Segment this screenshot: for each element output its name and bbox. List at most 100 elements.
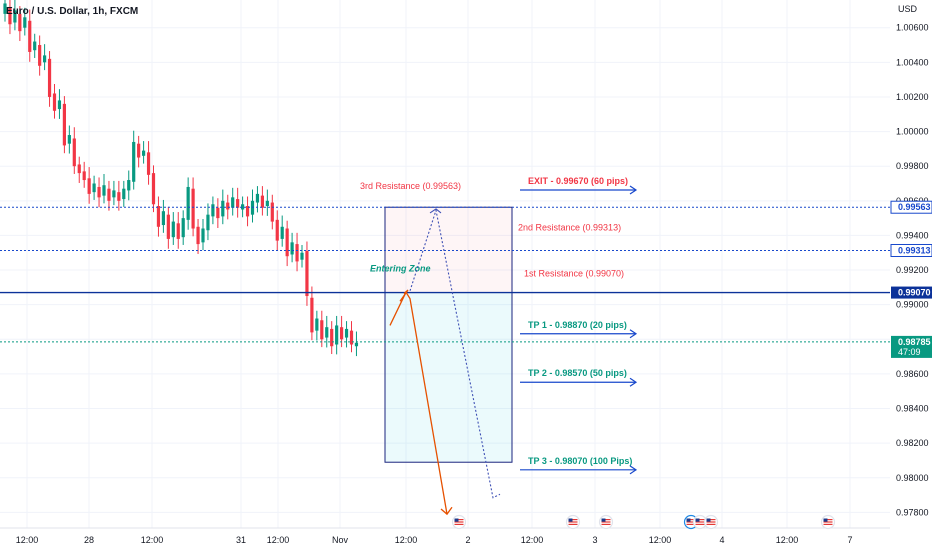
candle-body (47, 58, 52, 97)
candle-body (127, 180, 131, 191)
candle-body (97, 186, 101, 198)
target-arrow-head (629, 377, 638, 387)
candle-body (3, 3, 7, 14)
flag-stripe (568, 523, 578, 525)
flag-stripe (686, 519, 696, 521)
price-tick-label: 0.99800 (896, 161, 929, 171)
candle-body (315, 318, 319, 331)
time-axis[interactable]: 12:00 28 12:00 31 12:00 Nov 12:00 2 12:00 3 12:00 4… (16, 535, 853, 545)
candle-body (260, 195, 264, 208)
us-flag-icon[interactable] (451, 514, 467, 530)
time-tick-label: 12:00 (141, 535, 164, 545)
time-tick-label: 12:00 (267, 535, 290, 545)
candle-body (122, 188, 126, 200)
flag-stripe (454, 523, 464, 525)
candle-body (201, 228, 205, 243)
time-tick-label: Nov (332, 535, 349, 545)
time-tick-label: 7 (847, 535, 852, 545)
resistance-label: 3rd Resistance (0.99563) (360, 181, 461, 191)
flag-canton (706, 518, 711, 522)
flag-stripe (823, 519, 833, 521)
price-tick-label: 0.99200 (896, 265, 929, 275)
target-arrow-head (629, 185, 638, 195)
candle-body (13, 10, 17, 23)
us-flag-icon[interactable] (703, 514, 719, 530)
chart-title: Euro / U.S. Dollar, 1h, FXCM (6, 6, 138, 17)
flag-canton (686, 518, 691, 522)
candle-body (196, 226, 200, 245)
badge-0-99313-bg (890, 243, 932, 257)
candle-body (206, 214, 210, 231)
badge-0-99313: 0.99313 (898, 245, 931, 255)
candle-body (290, 242, 294, 255)
flag-stripe (686, 523, 696, 525)
projection-arrow-up-head (399, 289, 409, 302)
candle-body (275, 219, 279, 241)
time-tick-label: 12:00 (521, 535, 544, 545)
candle-body (211, 204, 215, 217)
target-label: TP 2 - 0.98570 (50 pips) (528, 368, 627, 378)
badge-0-99070: 0.99070 (898, 288, 931, 298)
flag-canton (568, 518, 573, 522)
target-arrow-head (629, 465, 638, 475)
candle-body (67, 135, 71, 144)
candle-body (245, 206, 250, 217)
badge-0-99563-bg (890, 200, 932, 214)
time-tick-label: 31 (236, 535, 246, 545)
candle-body (255, 193, 260, 203)
candle-body (344, 328, 349, 338)
price-tick-label: 0.98200 (896, 438, 929, 448)
flag-stripe (706, 521, 716, 523)
candle-body (146, 152, 151, 175)
economic-events[interactable] (451, 514, 836, 530)
projection-path-dotted (409, 208, 501, 499)
flag-canton (601, 518, 606, 522)
flag-stripe (706, 519, 716, 521)
flag-stripe (686, 521, 696, 523)
candle-body (265, 200, 269, 207)
candle-body (305, 251, 309, 297)
candle-body (28, 20, 32, 52)
time-tick-label: 3 (592, 535, 597, 545)
candle-body (57, 100, 62, 110)
target-label: EXIT - 0.99670 (60 pips) (528, 176, 628, 186)
time-tick-label: 4 (719, 535, 724, 545)
flag-canton (695, 518, 700, 522)
candle-body (38, 45, 42, 66)
us-flag-icon[interactable] (598, 514, 614, 530)
candle-body (151, 173, 156, 205)
us-flag-icon[interactable] (820, 514, 836, 530)
price-tick-label: 0.98000 (896, 473, 929, 483)
us-flag-icon[interactable] (565, 514, 581, 530)
candle-body (102, 185, 106, 196)
candle-body (156, 206, 161, 227)
flag-stripe (695, 523, 705, 525)
badge-current-price: 0.98785 (898, 337, 931, 347)
flag-canton (454, 518, 459, 522)
time-tick-label: 2 (465, 535, 470, 545)
projection-arrow-down-head (440, 506, 453, 516)
price-axis[interactable]: 1.006001.004001.002001.000000.998000.996… (896, 23, 929, 518)
candle-body (285, 228, 289, 257)
candle-body (161, 211, 165, 226)
price-axis-background (890, 0, 932, 528)
badge-0-99070-bg (891, 286, 932, 299)
candle-body (132, 141, 136, 182)
price-tick-label: 0.99000 (896, 300, 929, 310)
flag-canton (823, 518, 828, 522)
candle-body (221, 200, 225, 217)
time-tick-label: 12:00 (16, 535, 39, 545)
badge-0-99563: 0.99563 (898, 202, 931, 212)
entering-zone-boxes: Entering Zone (370, 206, 513, 463)
candle-body (186, 186, 190, 220)
price-tick-label: 1.00200 (896, 92, 929, 102)
candle-body (117, 192, 121, 201)
flag-stripe (601, 521, 611, 523)
candle-body (77, 164, 81, 174)
flag-stripe (601, 523, 611, 525)
candle-body (320, 320, 324, 340)
candle-body (300, 252, 304, 260)
time-tick-label: 12:00 (395, 535, 418, 545)
candle-body (176, 223, 180, 239)
